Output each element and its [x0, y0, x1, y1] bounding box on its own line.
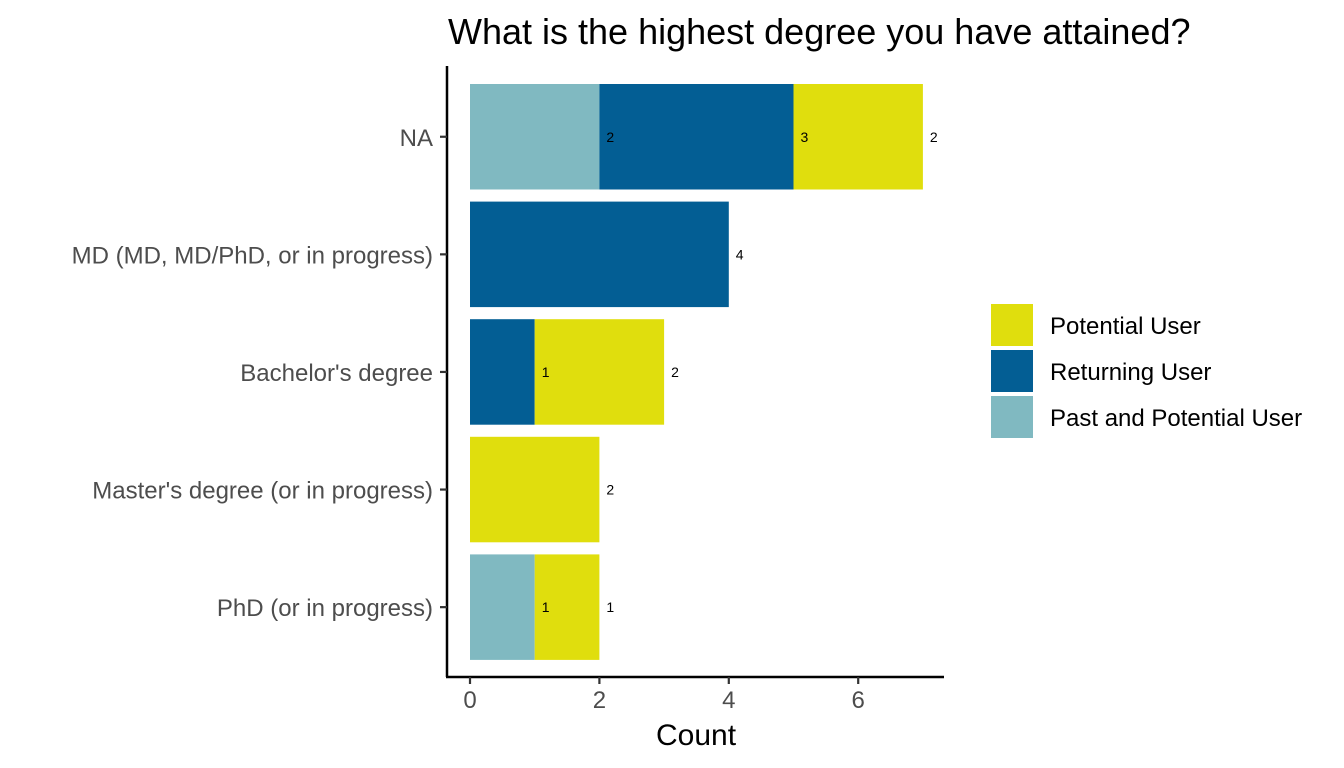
data-label-bachelor-s-degree-returning-user: 1: [542, 364, 550, 380]
bar-md-md-md-phd-or-in-progress-returning-user: [470, 201, 729, 308]
data-label-phd-or-in-progress-past-and-potential-user: 1: [542, 599, 550, 615]
bar-na-returning-user: [599, 84, 794, 190]
bar-bachelor-s-degree-potential-user: [534, 319, 665, 425]
legend-swatch-returning-user: [991, 350, 1033, 392]
bar-master-s-degree-or-in-progress-potential-user: [470, 436, 600, 543]
bars-layer: [470, 84, 923, 660]
x-tick-label-0: 0: [463, 687, 476, 714]
chart-title: What is the highest degree you have atta…: [448, 11, 1191, 52]
y-tick-label-phd-or-in-progress: PhD (or in progress): [217, 595, 433, 622]
y-tick-label-md-md-md-phd-or-in-progress: MD (MD, MD/PhD, or in progress): [72, 242, 433, 269]
data-label-na-past-and-potential-user: 2: [606, 129, 614, 145]
bar-bachelor-s-degree-returning-user: [470, 319, 535, 425]
data-label-phd-or-in-progress-potential-user: 1: [606, 599, 614, 615]
data-label-master-s-degree-or-in-progress-potential-user: 2: [606, 482, 614, 498]
y-tick-label-master-s-degree-or-in-progress: Master's degree (or in progress): [92, 478, 433, 505]
legend-label-potential-user: Potential User: [1050, 313, 1201, 340]
legend: Potential User Returning User Past and Pot…: [991, 304, 1302, 438]
x-tick-label-6: 6: [852, 687, 865, 714]
data-label-md-md-md-phd-or-in-progress-returning-user: 4: [736, 246, 744, 262]
data-label-na-returning-user: 3: [801, 129, 809, 145]
data-label-bachelor-s-degree-potential-user: 2: [671, 364, 679, 380]
bar-phd-or-in-progress-potential-user: [534, 554, 600, 660]
x-tick-label-2: 2: [593, 687, 606, 714]
x-axis: 0 2 4 6: [463, 677, 865, 714]
bar-phd-or-in-progress-past-and-potential-user: [470, 554, 535, 660]
x-axis-title: Count: [656, 719, 737, 752]
data-labels-layer: 2 3 2 4 1 2 2 1 1: [542, 129, 938, 615]
legend-label-past-and-potential-user: Past and Potential User: [1050, 405, 1302, 432]
y-tick-label-bachelor-s-degree: Bachelor's degree: [240, 360, 433, 387]
legend-swatch-potential-user: [991, 304, 1033, 346]
legend-swatch-past-and-potential-user: [991, 396, 1033, 438]
data-label-na-potential-user: 2: [930, 129, 938, 145]
bar-na-potential-user: [793, 84, 923, 190]
legend-label-returning-user: Returning User: [1050, 359, 1211, 386]
x-tick-label-4: 4: [722, 687, 735, 714]
bar-na-past-and-potential-user: [470, 84, 600, 190]
y-tick-label-na: NA: [400, 125, 433, 152]
y-axis: NA MD (MD, MD/PhD, or in progress) Bachelo…: [72, 125, 447, 622]
